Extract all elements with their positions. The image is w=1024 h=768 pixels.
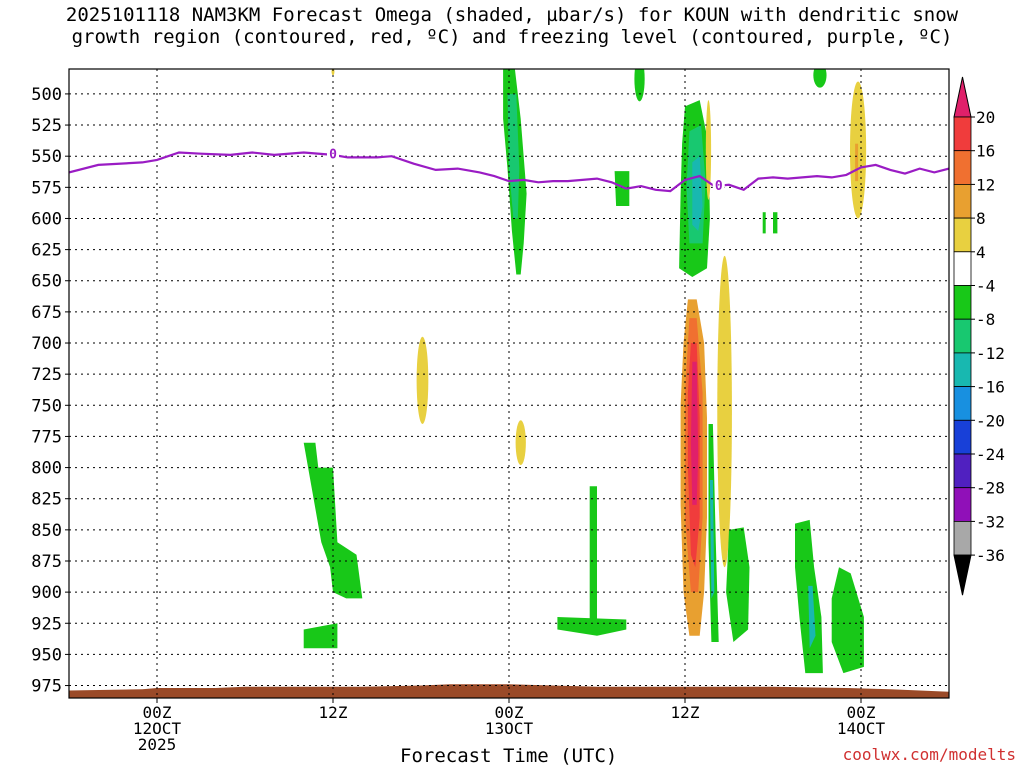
- colorbar-seg-11: [953, 487, 972, 522]
- y-tick-label-13: 825: [31, 490, 62, 510]
- colorbar-seg-12: [953, 521, 972, 556]
- omega-ascent-tiny-600: [762, 212, 766, 234]
- x-tick-label-0-2: 2025: [138, 735, 177, 754]
- omega-ascent-small-575: [614, 171, 630, 206]
- site-credit[interactable]: coolwx.com/modelts: [842, 745, 1016, 764]
- y-tick-label-14: 850: [31, 521, 62, 541]
- x-tick-label-4-1: 14OCT: [837, 719, 886, 738]
- omega-descent-blob-top-core: [855, 143, 859, 182]
- y-axis: 500 525 550 575 600 625 650 675 700 725 750 775 800 8…: [31, 85, 69, 697]
- y-tick-label-12: 800: [31, 459, 62, 479]
- colorbar-seg-1: [953, 150, 972, 185]
- colorbar-label-9: -20: [976, 411, 1005, 430]
- y-tick-label-4: 600: [31, 209, 62, 229]
- y-tick-label-5: 625: [31, 241, 62, 261]
- colorbar-seg-9: [953, 419, 972, 455]
- omega-ascent-top-blob1: [634, 69, 645, 102]
- y-tick-label-3: 575: [31, 178, 62, 198]
- colorbar-label-1: 16: [976, 142, 995, 161]
- omega-ascent-inner-strip: [708, 424, 719, 642]
- omega-ascent-band-lower-left-foot: [303, 623, 338, 649]
- omega-ascent-strip: [589, 486, 597, 630]
- omega-ascent-blob-a: [726, 527, 750, 642]
- colorbar-label-2: 12: [976, 175, 995, 194]
- colorbar-seg-5: [953, 285, 972, 320]
- colorbar: 20 16 12 8 4 -4 -8 -12 -16 -20 -24 -28 -32 -36: [953, 76, 1005, 596]
- freezing-level-label-bg-1: [712, 176, 725, 193]
- terrain-ground: [69, 684, 949, 698]
- omega-descent-blob-right: [717, 255, 732, 568]
- y-tick-label-8: 700: [31, 334, 62, 354]
- omega-ascent-strip-foot: [557, 617, 627, 636]
- x-tick-label-0-0: 00Z: [143, 703, 172, 722]
- omega-descent-thin-strip: [705, 100, 712, 200]
- colorbar-label-12: -32: [976, 512, 1005, 531]
- grid-lines: [69, 69, 949, 698]
- colorbar-seg-7: [953, 352, 972, 387]
- omega-descent-top-tiny: [331, 69, 335, 76]
- colorbar-label-7: -12: [976, 344, 1005, 363]
- omega-ascent-tiny-2: [773, 212, 778, 234]
- colorbar-seg-0: [953, 116, 972, 152]
- omega-descent-blob-small: [515, 420, 526, 466]
- freezing-level-label-0: 0: [329, 148, 337, 163]
- colorbar-label-11: -28: [976, 479, 1005, 498]
- colorbar-label-0: 20: [976, 108, 995, 127]
- colorbar-seg-4: [953, 251, 972, 286]
- y-tick-label-17: 925: [31, 614, 62, 634]
- y-tick-label-6: 650: [31, 272, 62, 292]
- x-tick-label-3-0: 12Z: [671, 703, 700, 722]
- x-axis-title: Forecast Time (UTC): [400, 745, 618, 767]
- colorbar-label-3: 8: [976, 209, 986, 228]
- colorbar-label-8: -16: [976, 378, 1005, 397]
- y-tick-label-1: 525: [31, 116, 62, 136]
- freezing-level-label-1: 0: [715, 179, 723, 194]
- y-tick-label-0: 500: [31, 85, 62, 105]
- freezing-level-line: [69, 151, 949, 193]
- x-tick-label-2-0: 00Z: [495, 703, 524, 722]
- y-tick-label-16: 900: [31, 583, 62, 603]
- colorbar-label-6: -8: [976, 310, 995, 329]
- colorbar-seg-3: [953, 217, 972, 253]
- omega-descent-blob-mid: [416, 336, 429, 424]
- omega-ascent-inner-core: [709, 480, 715, 599]
- colorbar-bottom-arrow: [953, 554, 972, 596]
- omega-ascent-blob-c: [831, 567, 864, 674]
- y-tick-label-19: 975: [31, 677, 62, 697]
- omega-ascent-blob-b-core: [808, 585, 816, 649]
- colorbar-seg-8: [953, 386, 972, 421]
- omega-descent-plume-core: [690, 361, 699, 505]
- y-tick-label-11: 775: [31, 427, 62, 447]
- colorbar-label-13: -36: [976, 546, 1005, 565]
- colorbar-seg-10: [953, 453, 972, 489]
- x-tick-label-2-1: 13OCT: [485, 719, 534, 738]
- x-tick-label-4-0: 00Z: [847, 703, 876, 722]
- omega-ascent-top-blob2: [813, 69, 827, 88]
- x-tick-label-0-1: 12OCT: [133, 719, 182, 738]
- colorbar-top-arrow: [953, 76, 972, 118]
- y-tick-label-18: 950: [31, 645, 62, 665]
- y-tick-label-15: 875: [31, 552, 62, 572]
- freezing-level-label-bg-0: [327, 145, 339, 162]
- colorbar-label-10: -24: [976, 445, 1005, 464]
- y-tick-label-10: 750: [31, 396, 62, 416]
- colorbar-label-5: -4: [976, 277, 995, 296]
- colorbar-label-4: 4: [976, 243, 986, 262]
- omega-ascent-col2-core: [692, 156, 703, 231]
- colorbar-seg-6: [953, 318, 972, 354]
- colorbar-seg-2: [953, 183, 972, 219]
- title-line-1: 2025101118 NAM3KM Forecast Omega (shaded…: [65, 4, 959, 26]
- x-tick-label-1-0: 12Z: [319, 703, 348, 722]
- chart-title: 2025101118 NAM3KM Forecast Omega (shaded…: [0, 4, 1024, 48]
- title-line-2: growth region (contoured, red, ºC) and f…: [71, 26, 953, 48]
- y-tick-label-9: 725: [31, 365, 62, 385]
- y-tick-label-7: 675: [31, 303, 62, 323]
- freezing-level-contour: 00: [69, 145, 949, 194]
- y-tick-label-2: 550: [31, 147, 62, 167]
